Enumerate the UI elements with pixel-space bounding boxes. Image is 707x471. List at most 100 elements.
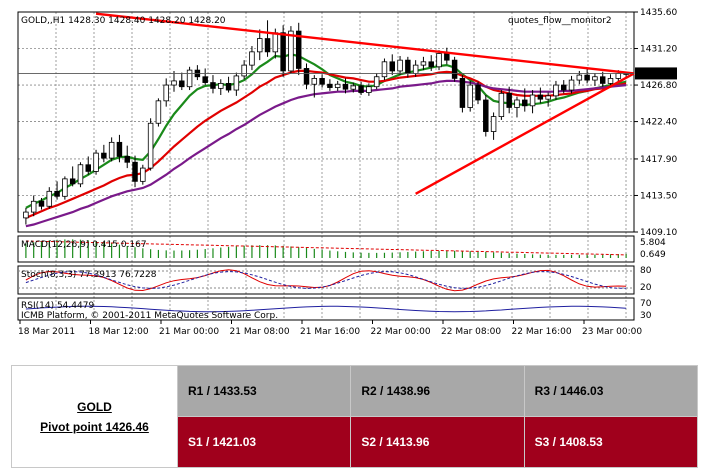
time-tick-label: 18 Mar 2011 [18, 327, 75, 337]
macd-signal-line [25, 240, 627, 256]
indicator-axis-label: 70 [640, 299, 652, 309]
candle-body [303, 68, 310, 85]
macd-label: MACD(12,26,9) 0.415 0.167 [21, 240, 147, 250]
resistance-row: GOLD Pivot point 1426.46 R1 / 1433.53 R2… [11, 365, 699, 468]
candle-body [350, 85, 357, 90]
candle-body [561, 84, 567, 91]
candle-body [412, 64, 419, 74]
candle-body [599, 76, 606, 84]
candle-body [405, 59, 411, 74]
time-tick-label: 18 Mar 12:00 [89, 327, 149, 337]
candle-body [444, 53, 450, 61]
candle-body [108, 141, 115, 159]
time-tick-label: 22 Mar 16:00 [512, 327, 572, 337]
candle-body [545, 95, 551, 100]
candle-body [366, 86, 372, 93]
indicator-axis-label: 30 [640, 311, 652, 321]
price-tick-label: 1409.10 [640, 228, 677, 238]
candle-body [288, 30, 294, 72]
candle-body [451, 59, 458, 79]
candle-body [257, 38, 263, 53]
candle-body [436, 53, 442, 68]
chart-title: GOLD,,H1 1428.30 1428.40 1428.20 1428.20 [21, 16, 226, 26]
r3-cell: R3 / 1446.03 [523, 365, 699, 417]
candle-body [397, 59, 403, 72]
candle-body [529, 94, 536, 107]
instrument-name: GOLD [77, 399, 112, 414]
indicator-axis-label: 5.804 [640, 238, 666, 248]
candle-body [225, 82, 232, 91]
candle-body [186, 69, 193, 88]
candle-body [132, 161, 138, 182]
candle-body [522, 99, 528, 107]
candle-body [568, 79, 575, 91]
candle-body [101, 152, 107, 159]
candle-body [311, 78, 318, 85]
current-price-label: 1428.20 [638, 69, 675, 79]
candle-body [77, 164, 84, 185]
candle-body [514, 99, 520, 108]
candle-body [93, 152, 99, 172]
s2-cell: S2 / 1413.96 [350, 416, 525, 468]
s1-cell: S1 / 1421.03 [176, 416, 352, 468]
candle-body [537, 94, 544, 100]
stoch-main-line [25, 269, 627, 292]
copyright-text: ICMB Platform, © 2001-2011 MetaQuotes So… [21, 311, 278, 321]
candle-body [116, 141, 123, 157]
macd-panel-frame [17, 235, 635, 263]
stoch-label: Stoch(8,3,3) 77.3913 76.7228 [21, 270, 157, 280]
candle-body [615, 73, 622, 79]
chart-background [0, 0, 707, 345]
candle-body [272, 32, 279, 53]
s3-cell: S3 / 1408.53 [523, 416, 699, 468]
price-tick-label: 1426.80 [640, 81, 677, 91]
candle-body [69, 178, 76, 185]
r2-cell: R2 / 1438.96 [350, 365, 525, 417]
candle-body [327, 83, 333, 88]
candle-body [179, 80, 185, 88]
candle-body [202, 76, 208, 83]
candle-body [483, 99, 489, 132]
candle-body [163, 84, 169, 102]
candle-body [467, 84, 473, 108]
candle-body [85, 164, 91, 172]
indicator-axis-label: 20 [640, 283, 652, 293]
candle-body [241, 64, 247, 77]
candle-body [233, 75, 240, 91]
candle-body [373, 76, 380, 88]
indicator-axis-label: 0.649 [640, 250, 666, 260]
price-tick-label: 1435.60 [640, 8, 677, 18]
candle-body [576, 74, 583, 81]
candle-body [124, 156, 130, 163]
price-tick-label: 1413.50 [640, 191, 677, 201]
time-tick-label: 21 Mar 16:00 [300, 327, 360, 337]
candle-body [38, 200, 45, 207]
rsi-panel-frame [17, 297, 635, 321]
r1-cell: R1 / 1433.53 [176, 365, 352, 417]
chart-watermark: quotes_flow__monitor2 [508, 16, 612, 26]
candle-body [553, 84, 559, 97]
price-tick-label: 1431.20 [640, 45, 677, 55]
candle-body [295, 30, 302, 69]
candle-body [218, 82, 224, 89]
candle-body [342, 83, 349, 90]
price-tick-label: 1422.40 [640, 118, 677, 128]
price-chart: 5.804 0.649 80 20 70 30 GOLD,,H1 1428.30 1428… [0, 0, 707, 345]
trendline-2 [415, 72, 635, 195]
candle-body [264, 38, 271, 53]
candle-body [140, 167, 146, 182]
candle-body [420, 61, 427, 66]
rsi-label: RSI(14) 54.4479 [21, 301, 94, 311]
candle-body [30, 200, 37, 213]
candle-body [506, 92, 512, 108]
candle-body [358, 85, 364, 93]
candle-body [46, 190, 53, 207]
support-row: S1 / 1421.03 S2 / 1413.96 S3 / 1408.53 [12, 416, 699, 468]
candle-body [389, 61, 395, 72]
pivot-table: GOLD Pivot point 1426.46 R1 / 1433.53 R2… [11, 365, 699, 468]
candle-body [249, 51, 255, 66]
current-price-box [635, 67, 677, 80]
candle-body [607, 78, 614, 84]
candle-body [54, 190, 60, 197]
instrument-cell: GOLD Pivot point 1426.46 [11, 365, 178, 468]
